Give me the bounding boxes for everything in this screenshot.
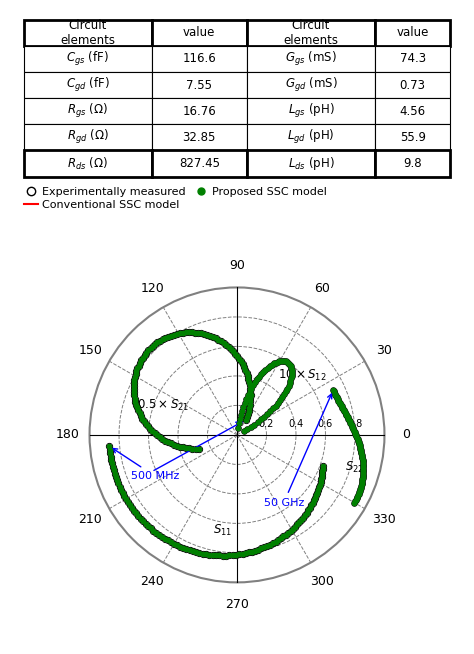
Text: 270: 270 (225, 598, 249, 611)
Text: 0: 0 (402, 428, 410, 441)
Text: 500 MHz: 500 MHz (113, 449, 179, 481)
Text: 330: 330 (372, 513, 396, 526)
Legend: Experimentally measured, Conventional SSC model, Proposed SSC model: Experimentally measured, Conventional SS… (20, 182, 332, 215)
Text: $S_{11}$: $S_{11}$ (213, 523, 232, 538)
Text: 0.8: 0.8 (347, 419, 363, 429)
Text: 30: 30 (376, 343, 392, 356)
Text: 60: 60 (314, 281, 330, 294)
Text: 50 GHz: 50 GHz (264, 394, 332, 508)
Text: 0.6: 0.6 (318, 419, 333, 429)
Text: $S_{22}$: $S_{22}$ (345, 460, 364, 475)
Text: 120: 120 (140, 281, 164, 294)
Text: 300: 300 (310, 576, 334, 589)
Text: 210: 210 (78, 513, 102, 526)
Text: 90: 90 (229, 259, 245, 272)
Text: 0.2: 0.2 (259, 419, 274, 429)
Text: 240: 240 (140, 576, 164, 589)
Text: 150: 150 (78, 343, 102, 356)
Text: $0.5\times S_{21}$: $0.5\times S_{21}$ (137, 398, 189, 413)
Text: 180: 180 (55, 428, 79, 441)
Text: $10\times S_{12}$: $10\times S_{12}$ (278, 368, 327, 383)
Text: 0.4: 0.4 (288, 419, 304, 429)
